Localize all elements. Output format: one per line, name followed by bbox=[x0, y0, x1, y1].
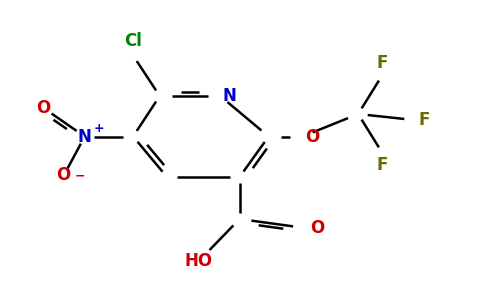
Text: Cl: Cl bbox=[124, 32, 142, 50]
Text: +: + bbox=[94, 122, 105, 136]
Text: O: O bbox=[36, 99, 51, 117]
Text: O: O bbox=[56, 167, 70, 184]
Text: O: O bbox=[310, 219, 324, 237]
Text: F: F bbox=[419, 111, 430, 129]
Text: F: F bbox=[377, 54, 388, 72]
Text: O: O bbox=[305, 128, 319, 146]
Text: N: N bbox=[78, 128, 91, 146]
Text: HO: HO bbox=[184, 252, 212, 270]
Text: F: F bbox=[377, 156, 388, 174]
Text: −: − bbox=[75, 169, 85, 182]
Text: N: N bbox=[223, 87, 237, 105]
